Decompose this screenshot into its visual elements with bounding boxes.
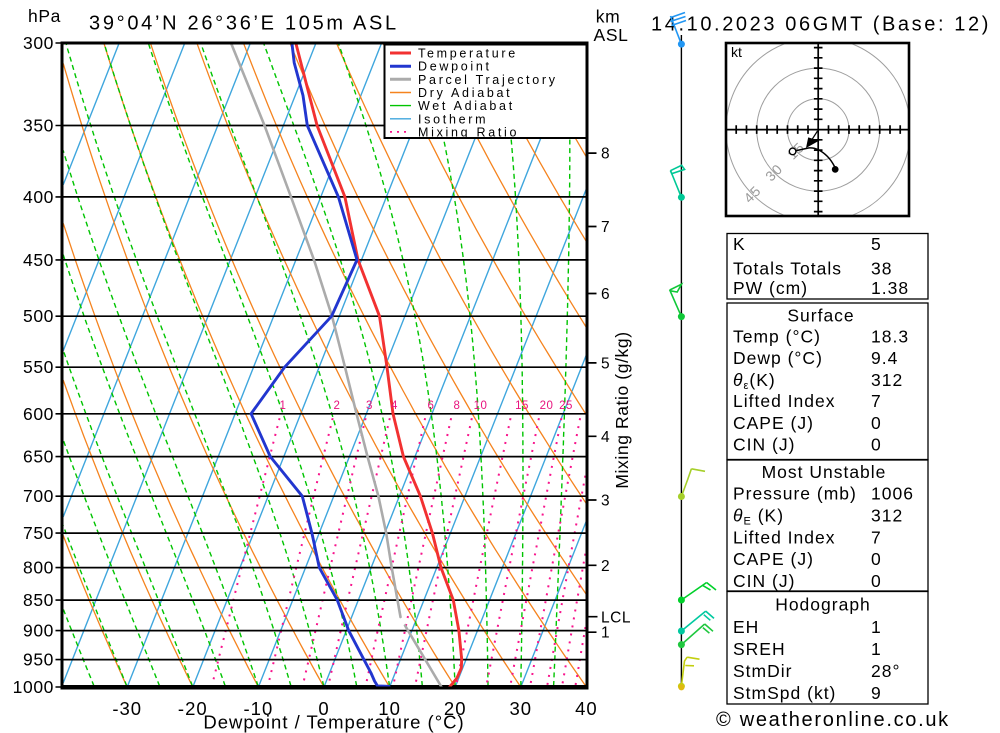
svg-text:ASL: ASL	[594, 25, 629, 45]
svg-text:9.4: 9.4	[871, 348, 898, 368]
svg-text:2: 2	[601, 558, 610, 575]
svg-text:7: 7	[871, 528, 882, 548]
svg-text:850: 850	[23, 590, 54, 610]
svg-text:10: 10	[474, 400, 488, 412]
svg-text:0: 0	[871, 434, 882, 454]
svg-text:-10: -10	[244, 698, 274, 719]
svg-text:650: 650	[23, 447, 54, 467]
svg-text:kt: kt	[731, 44, 742, 60]
svg-text:900: 900	[23, 621, 54, 641]
svg-text:StmDir: StmDir	[733, 661, 792, 681]
svg-text:950: 950	[23, 650, 54, 670]
svg-text:θE (K): θE (K)	[733, 506, 784, 528]
svg-text:25: 25	[559, 400, 573, 412]
svg-text:Lifted Index: Lifted Index	[733, 528, 835, 548]
svg-text:Temp (°C): Temp (°C)	[733, 327, 821, 347]
svg-text:800: 800	[23, 558, 54, 578]
svg-text:Lifted Index: Lifted Index	[733, 391, 835, 411]
svg-text:1: 1	[280, 400, 287, 412]
svg-text:700: 700	[23, 486, 54, 506]
svg-text:20: 20	[444, 698, 467, 719]
svg-text:Totals Totals: Totals Totals	[733, 259, 842, 279]
svg-text:3: 3	[366, 400, 373, 412]
svg-text:7: 7	[871, 391, 882, 411]
svg-text:© weatheronline.co.uk: © weatheronline.co.uk	[716, 709, 950, 731]
svg-text:Wet Adiabat: Wet Adiabat	[418, 99, 515, 113]
svg-text:Hodograph: Hodograph	[775, 594, 871, 614]
svg-text:PW (cm): PW (cm)	[733, 278, 808, 298]
svg-text:1: 1	[871, 639, 882, 659]
svg-text:9: 9	[871, 683, 882, 703]
svg-text:312: 312	[871, 506, 903, 526]
svg-text:hPa: hPa	[28, 6, 61, 26]
svg-text:Dry Adiabat: Dry Adiabat	[418, 86, 512, 100]
svg-text:3: 3	[601, 493, 610, 510]
svg-text:Parcel Trajectory: Parcel Trajectory	[418, 73, 558, 87]
svg-text:2: 2	[334, 400, 341, 412]
svg-text:K: K	[733, 234, 746, 254]
svg-text:0: 0	[871, 571, 882, 591]
svg-text:14.10.2023 06GMT (Base: 12): 14.10.2023 06GMT (Base: 12)	[651, 14, 991, 36]
svg-text:400: 400	[23, 187, 54, 207]
svg-text:15: 15	[515, 400, 529, 412]
svg-text:CIN (J): CIN (J)	[733, 571, 795, 591]
svg-text:Dewpoint / Temperature (°C): Dewpoint / Temperature (°C)	[203, 712, 464, 733]
svg-text:4: 4	[391, 400, 398, 412]
svg-text:4: 4	[601, 429, 610, 446]
svg-text:Mixing Ratio (g/kg): Mixing Ratio (g/kg)	[612, 331, 632, 488]
svg-text:312: 312	[871, 370, 903, 390]
svg-text:550: 550	[23, 357, 54, 377]
svg-text:5: 5	[871, 234, 882, 254]
svg-text:8: 8	[601, 146, 610, 163]
svg-text:38: 38	[871, 259, 892, 279]
svg-text:600: 600	[23, 404, 54, 424]
svg-text:6: 6	[428, 400, 435, 412]
svg-text:CAPE (J): CAPE (J)	[733, 549, 814, 569]
svg-text:EH: EH	[733, 617, 759, 637]
svg-text:1000: 1000	[13, 677, 54, 697]
svg-text:0: 0	[318, 698, 329, 719]
svg-text:20: 20	[540, 400, 554, 412]
svg-text:θε(K): θε(K)	[733, 370, 776, 392]
svg-text:Most Unstable: Most Unstable	[762, 462, 887, 482]
svg-text:18.3: 18.3	[871, 327, 909, 347]
svg-text:1006: 1006	[871, 484, 914, 504]
svg-text:0: 0	[871, 549, 882, 569]
svg-text:Mixing Ratio: Mixing Ratio	[418, 125, 519, 139]
svg-text:Pressure (mb): Pressure (mb)	[733, 484, 857, 504]
svg-text:km: km	[596, 7, 621, 27]
svg-text:300: 300	[23, 33, 54, 53]
svg-text:8: 8	[454, 400, 461, 412]
svg-text:-20: -20	[178, 698, 208, 719]
svg-text:10: 10	[378, 698, 401, 719]
svg-text:39°04’N 26°36’E 105m ASL: 39°04’N 26°36’E 105m ASL	[89, 13, 399, 35]
svg-text:750: 750	[23, 523, 54, 543]
svg-text:30: 30	[510, 698, 533, 719]
svg-text:5: 5	[601, 355, 610, 372]
svg-text:40: 40	[575, 698, 598, 719]
svg-text:7: 7	[601, 219, 610, 236]
svg-text:StmSpd (kt): StmSpd (kt)	[733, 683, 836, 703]
svg-text:1: 1	[601, 625, 610, 642]
svg-text:28°: 28°	[871, 661, 900, 681]
svg-text:450: 450	[23, 250, 54, 270]
svg-text:Dewp (°C): Dewp (°C)	[733, 348, 823, 368]
svg-text:1.38: 1.38	[871, 278, 909, 298]
svg-text:350: 350	[23, 116, 54, 136]
svg-text:-30: -30	[112, 698, 142, 719]
svg-text:LCL: LCL	[601, 610, 631, 627]
svg-text:0: 0	[871, 413, 882, 433]
svg-text:Surface: Surface	[787, 305, 854, 325]
svg-text:Dewpoint: Dewpoint	[418, 60, 492, 74]
svg-text:500: 500	[23, 306, 54, 326]
svg-text:1: 1	[871, 617, 882, 637]
svg-text:CAPE (J): CAPE (J)	[733, 413, 814, 433]
svg-text:6: 6	[601, 286, 610, 303]
svg-text:SREH: SREH	[733, 639, 786, 659]
svg-text:Temperature: Temperature	[418, 47, 518, 61]
svg-text:CIN (J): CIN (J)	[733, 434, 795, 454]
svg-text:Isotherm: Isotherm	[418, 112, 488, 126]
